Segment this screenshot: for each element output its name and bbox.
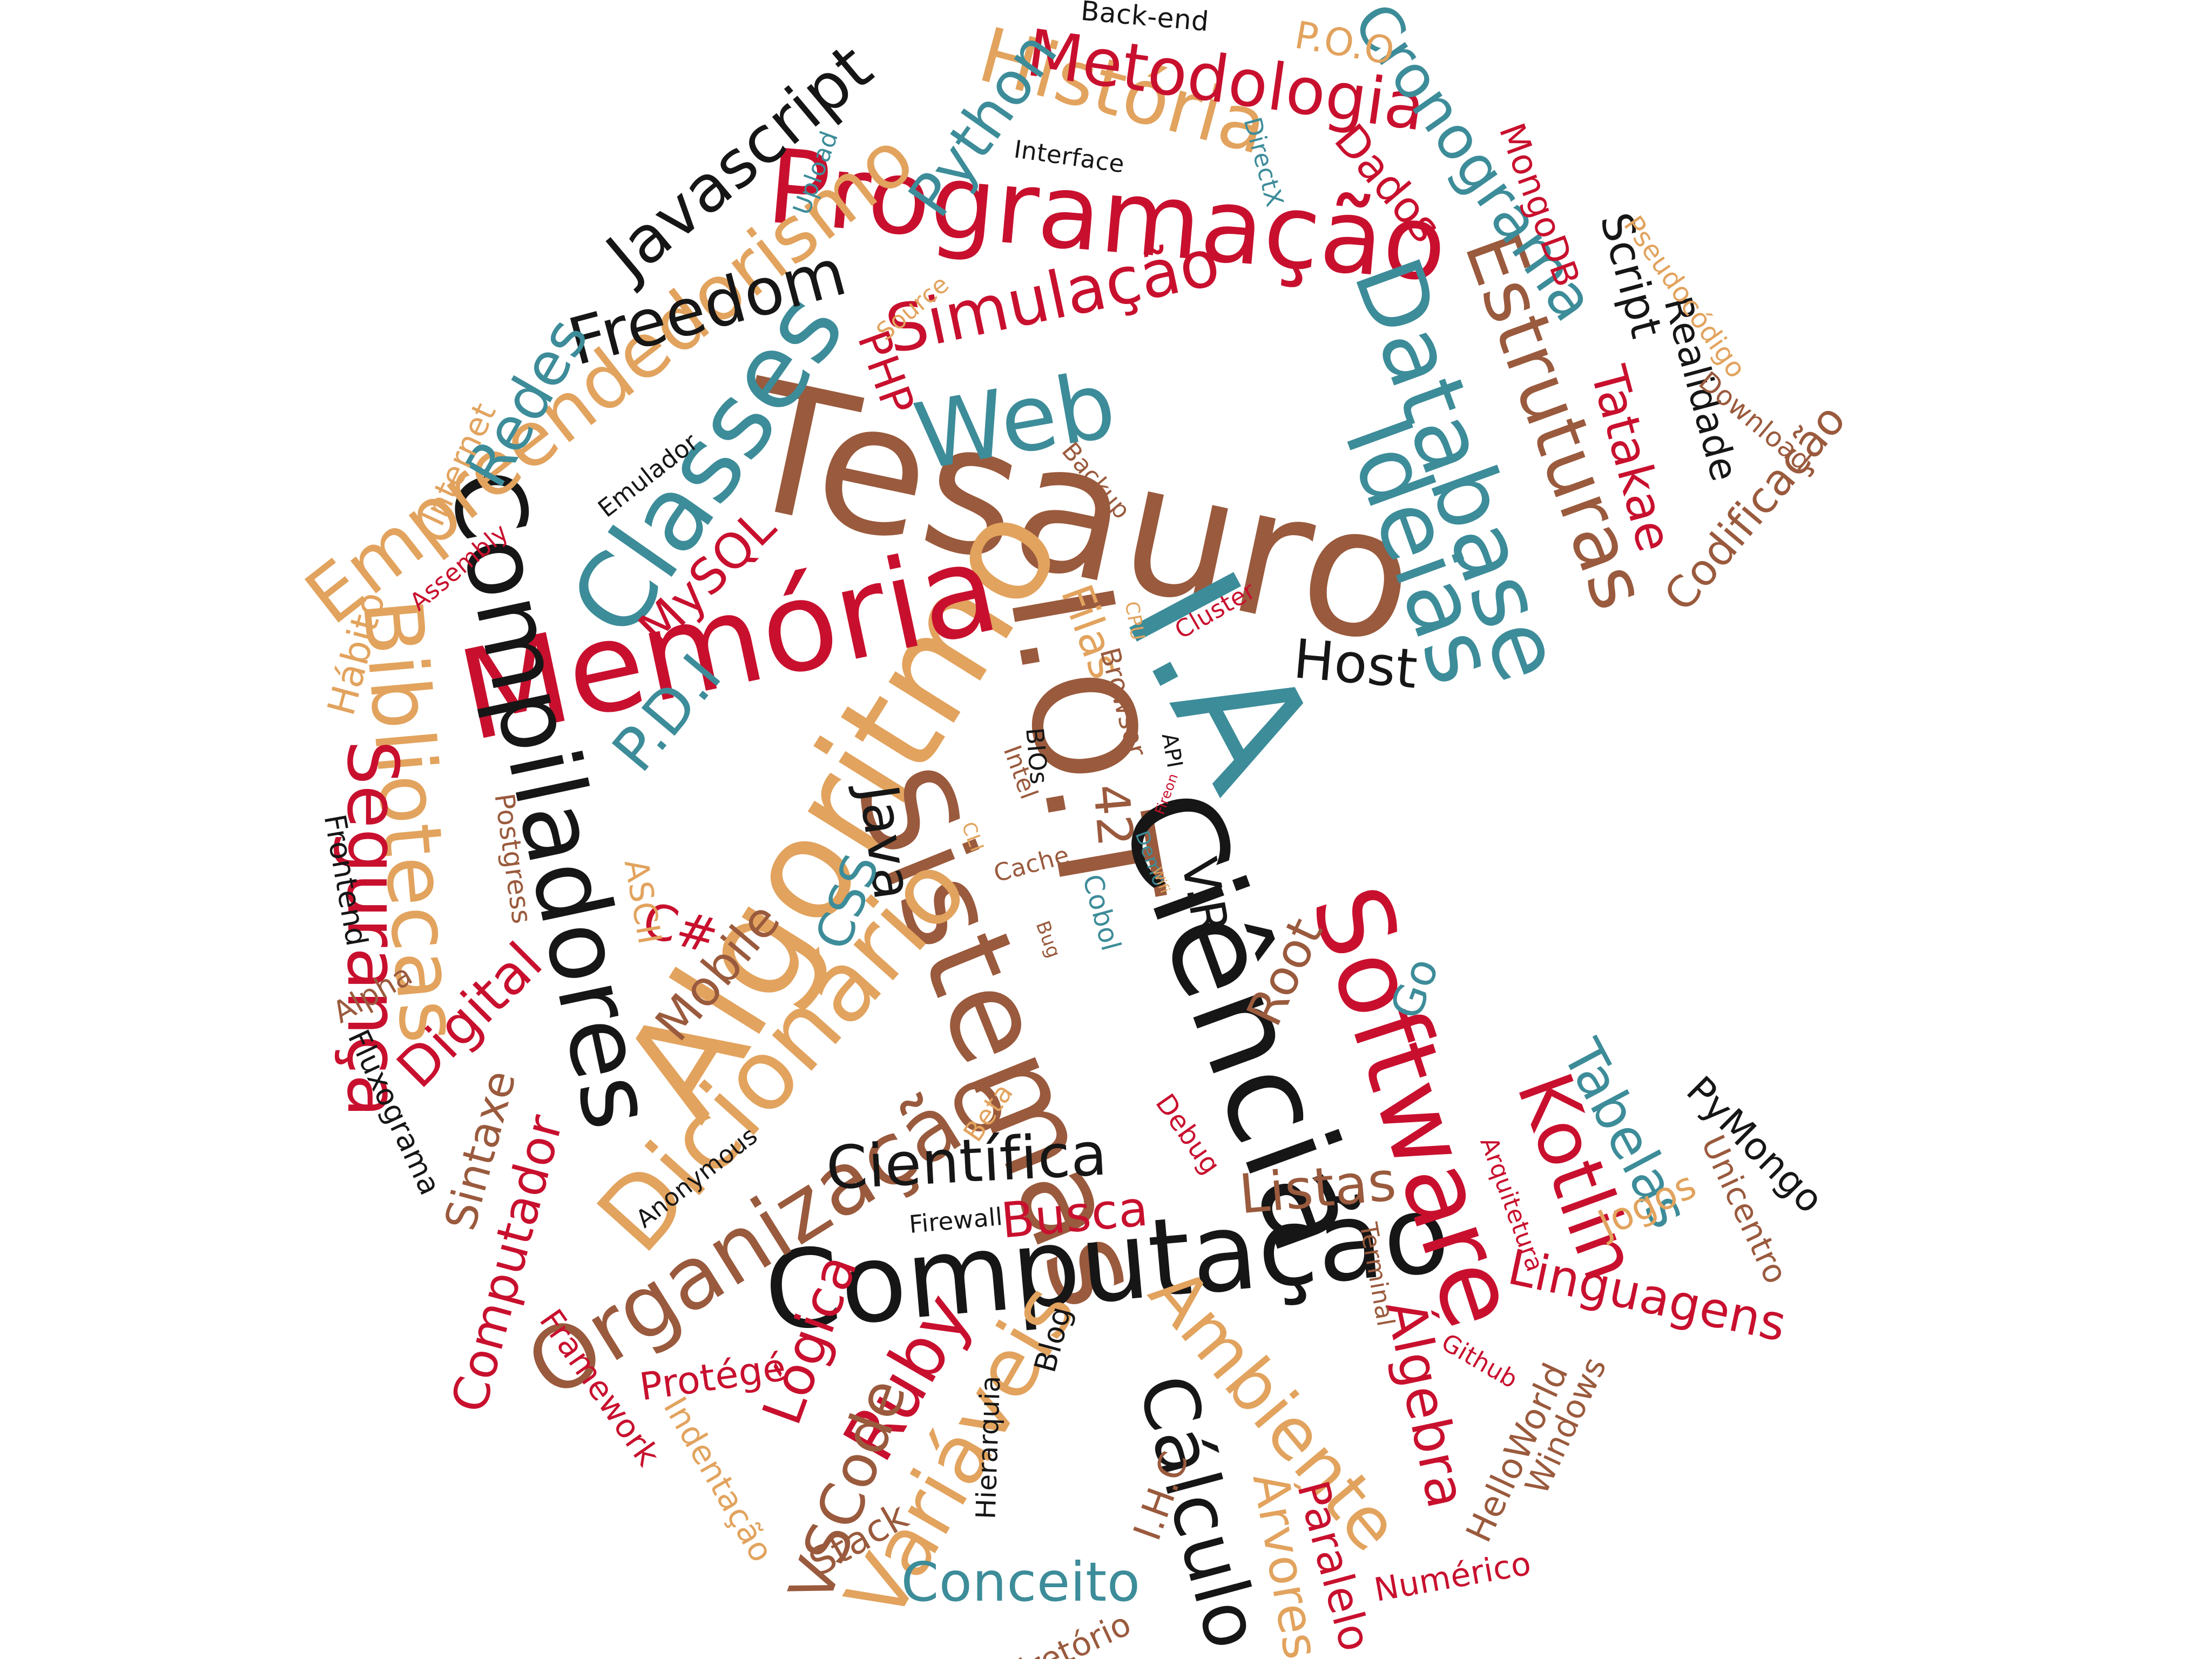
word-host: Host xyxy=(1291,627,1420,701)
word-conceito: Conceito xyxy=(901,1550,1141,1614)
word-busca: Busca xyxy=(999,1180,1151,1250)
word-vr: V.R xyxy=(1170,853,1239,940)
word-indentacao: Indentação xyxy=(656,1391,781,1569)
word-api: API xyxy=(1156,731,1188,770)
word-firewall: Firewall xyxy=(908,1202,1004,1239)
word-listas: Listas xyxy=(1236,1149,1399,1226)
word-hierarquia: Hierarquia xyxy=(970,1375,1007,1520)
word-bios: BIOs xyxy=(1020,726,1054,786)
word-numerico: Numérico xyxy=(1371,1545,1534,1609)
word-diretorio: Diretório xyxy=(990,1605,1137,1659)
